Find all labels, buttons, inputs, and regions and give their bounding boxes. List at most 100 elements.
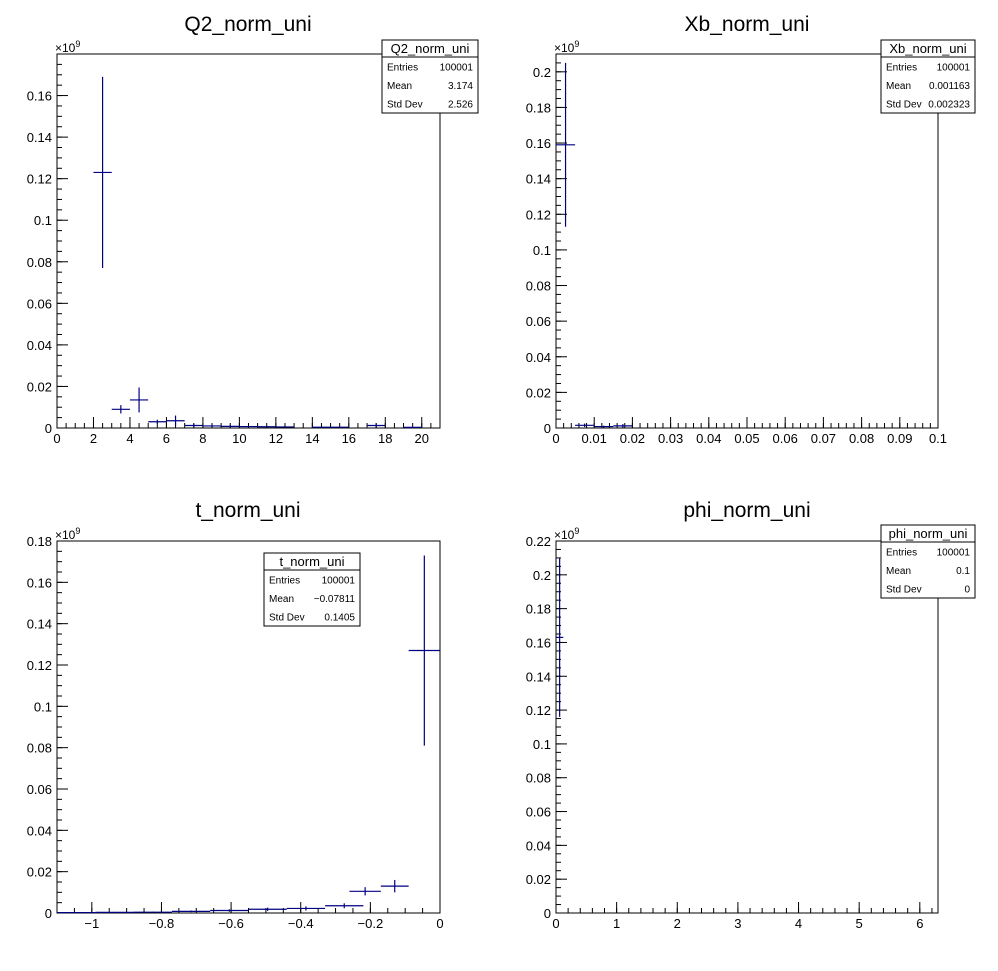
x-tick-label: 0 bbox=[552, 431, 559, 446]
y-tick-label: 0.06 bbox=[526, 805, 551, 820]
chart-title: phi_norm_uni bbox=[683, 499, 810, 522]
stats-value: 100001 bbox=[322, 575, 356, 586]
y-tick-label: 0 bbox=[544, 906, 551, 921]
y-tick-label: 0 bbox=[544, 421, 551, 436]
stats-value: 0.001163 bbox=[929, 81, 970, 92]
pad-t: t_norm_uni −1 −0.8 −0.6 −0.4 −0.2 0 0 0.02 0.04 0.… bbox=[27, 499, 444, 931]
y-tick-label: 0.08 bbox=[27, 255, 52, 270]
pad-xb: Xb_norm_uni 0 0.01 0.02 0.03 0.04 0.05 0.06 0.07… bbox=[526, 13, 976, 446]
y-tick-label: 0.04 bbox=[27, 823, 52, 838]
x-tick-label: 20 bbox=[415, 431, 429, 446]
x-tick-label: −0.2 bbox=[358, 916, 384, 931]
y-tick-label: 0.12 bbox=[526, 207, 551, 222]
stats-box bbox=[381, 39, 479, 114]
stats-value: −0.07811 bbox=[314, 594, 356, 605]
x-tick-label: 8 bbox=[199, 431, 206, 446]
x-tick-label: 0.03 bbox=[658, 431, 683, 446]
y-tick-label: 0.16 bbox=[526, 635, 551, 650]
x-tick-label: 0 bbox=[53, 431, 60, 446]
y-exponent-label: ×109 bbox=[55, 39, 80, 55]
stats-label: Std Dev bbox=[269, 613, 305, 624]
y-tick-label: 0.04 bbox=[526, 350, 551, 365]
stats-label: Mean bbox=[269, 594, 294, 605]
y-exponent-label: ×109 bbox=[55, 526, 80, 542]
x-tick-label: 0.08 bbox=[849, 431, 874, 446]
x-tick-label: 2 bbox=[674, 916, 681, 931]
stats-label: Entries bbox=[387, 62, 418, 73]
y-tick-label: 0.16 bbox=[526, 136, 551, 151]
y-tick-label: 0.14 bbox=[27, 130, 52, 145]
y-tick-label: 0.12 bbox=[27, 172, 52, 187]
y-tick-label: 0.14 bbox=[526, 172, 551, 187]
y-tick-label: 0.16 bbox=[27, 89, 52, 104]
x-tick-label: −0.4 bbox=[288, 916, 314, 931]
x-tick-label: 0 bbox=[436, 916, 443, 931]
stats-box bbox=[880, 524, 976, 599]
x-tick-label: 0.04 bbox=[696, 431, 721, 446]
x-tick-label: 0.09 bbox=[887, 431, 912, 446]
y-tick-label: 0.06 bbox=[526, 314, 551, 329]
chart-title: Xb_norm_uni bbox=[685, 13, 810, 36]
stats-box bbox=[880, 39, 976, 114]
y-exponent-power: 9 bbox=[574, 526, 579, 536]
y-tick-label: 0 bbox=[45, 906, 52, 921]
y-tick-label: 0.2 bbox=[533, 65, 551, 80]
x-tick-label: 0.06 bbox=[773, 431, 798, 446]
stats-value: 0.1405 bbox=[324, 613, 355, 624]
y-tick-label: 0 bbox=[45, 421, 52, 436]
stats-value: 0 bbox=[964, 585, 970, 596]
chart-title: t_norm_uni bbox=[195, 499, 300, 522]
x-tick-label: 0.05 bbox=[734, 431, 759, 446]
pad-q2: Q2_norm_uni 0 2 4 6 8 10 12 14 16 18 20 0 0.02 0.04 0.0… bbox=[27, 13, 479, 446]
y-tick-label: 0.08 bbox=[526, 279, 551, 294]
x-tick-label: 18 bbox=[378, 431, 392, 446]
y-exponent-power: 9 bbox=[75, 39, 80, 49]
x-tick-label: 4 bbox=[126, 431, 133, 446]
x-tick-label: 3 bbox=[734, 916, 741, 931]
y-tick-label: 0.2 bbox=[533, 568, 551, 583]
pad-phi: phi_norm_uni 0 1 2 3 4 5 6 0 0.02 0.04 0.06 0.08 0.1 0… bbox=[526, 499, 976, 931]
y-exponent-power: 9 bbox=[574, 39, 579, 49]
x-tick-label: 10 bbox=[232, 431, 246, 446]
stats-name: Q2_norm_uni bbox=[391, 41, 470, 56]
y-tick-label: 0.08 bbox=[526, 771, 551, 786]
x-tick-label: −0.6 bbox=[218, 916, 244, 931]
y-tick-label: 0.1 bbox=[34, 213, 52, 228]
stats-label: Mean bbox=[886, 566, 911, 577]
y-tick-label: 0.04 bbox=[526, 838, 551, 853]
stats-label: Entries bbox=[269, 575, 300, 586]
chart-title: Q2_norm_uni bbox=[184, 13, 311, 36]
y-exponent-label: ×109 bbox=[554, 39, 579, 55]
plot-frame bbox=[56, 540, 441, 914]
x-tick-label: −0.8 bbox=[149, 916, 175, 931]
y-tick-label: 0.02 bbox=[526, 385, 551, 400]
stats-label: Entries bbox=[886, 547, 917, 558]
stats-value: 100001 bbox=[937, 547, 971, 558]
stats-box bbox=[263, 552, 361, 627]
y-exponent-power: 9 bbox=[75, 526, 80, 536]
x-tick-label: 16 bbox=[342, 431, 356, 446]
y-tick-label: 0.02 bbox=[27, 865, 52, 880]
x-tick-label: 4 bbox=[795, 916, 802, 931]
stats-label: Std Dev bbox=[886, 100, 922, 111]
x-tick-label: 0.02 bbox=[620, 431, 645, 446]
y-tick-label: 0.1 bbox=[533, 737, 551, 752]
y-tick-label: 0.22 bbox=[526, 534, 551, 549]
stats-value: 100001 bbox=[937, 62, 971, 73]
stats-value: 2.526 bbox=[448, 100, 473, 111]
x-tick-label: 14 bbox=[305, 431, 319, 446]
y-tick-label: 0.14 bbox=[27, 617, 52, 632]
stats-value: 3.174 bbox=[448, 81, 473, 92]
y-tick-label: 0.16 bbox=[27, 575, 52, 590]
x-tick-label: 12 bbox=[269, 431, 283, 446]
y-tick-label: 0.12 bbox=[526, 703, 551, 718]
x-tick-label: 0.1 bbox=[929, 431, 947, 446]
stats-label: Std Dev bbox=[387, 100, 423, 111]
x-tick-label: 2 bbox=[90, 431, 97, 446]
x-tick-label: −1 bbox=[84, 916, 99, 931]
stats-name: phi_norm_uni bbox=[889, 526, 968, 541]
y-tick-label: 0.12 bbox=[27, 658, 52, 673]
y-tick-label: 0.08 bbox=[27, 741, 52, 756]
stats-value: 0.1 bbox=[956, 566, 970, 577]
